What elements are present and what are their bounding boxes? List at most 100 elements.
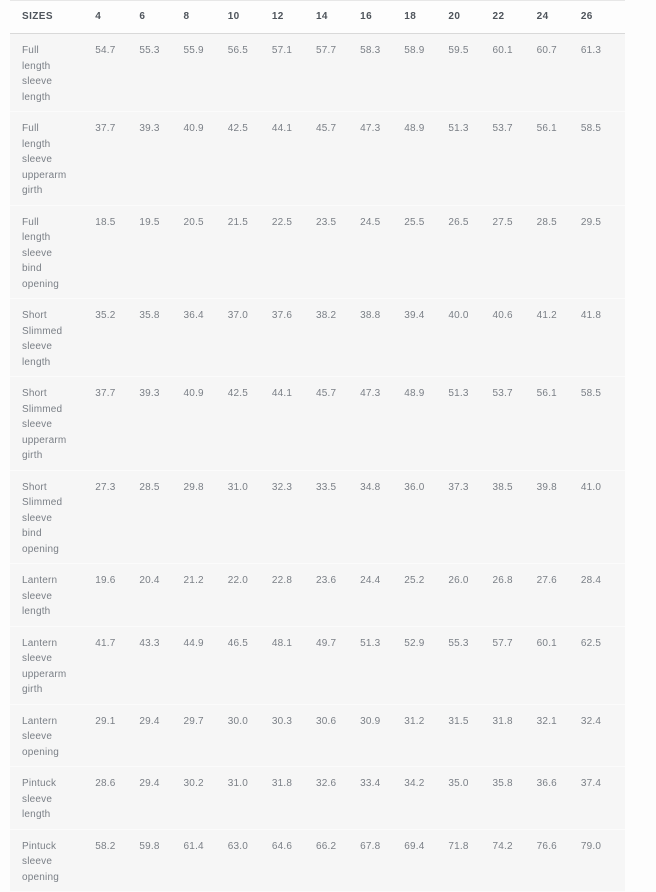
measurement-cell: 58.3	[360, 33, 405, 112]
table-row: Lantern sleeve length 19.6 20.4 21.2 22.0 22.…	[10, 563, 625, 627]
size-column-header: 18	[404, 0, 449, 34]
measurement-cell: 39.8	[536, 470, 581, 564]
row-label: Full length sleeve upperarm girth	[10, 111, 96, 206]
measurement-cell: 39.4	[404, 298, 449, 377]
measurement-cell: 19.6	[95, 563, 140, 627]
measurement-cell: 30.6	[315, 704, 361, 767]
measurement-cell: 26.5	[448, 205, 493, 299]
measurement-cell: 42.5	[227, 376, 272, 471]
measurement-cell: 22.5	[271, 205, 316, 299]
measurement-cell: 36.4	[183, 298, 228, 377]
measurement-cell: 19.5	[139, 205, 184, 299]
measurement-cell: 37.0	[227, 298, 272, 377]
measurement-cell: 40.9	[183, 111, 228, 206]
table-header: SIZES 4 6 8 10 12 14 16 18 20 22 24 26	[10, 0, 625, 34]
measurement-cell: 32.4	[580, 704, 625, 767]
measurement-cell: 51.3	[360, 626, 405, 705]
measurement-cell: 28.5	[536, 205, 581, 299]
measurement-cell: 33.5	[315, 470, 361, 564]
measurement-cell: 52.9	[404, 626, 449, 705]
measurement-cell: 35.2	[95, 298, 140, 377]
table-row: Full length sleeve bind opening 18.5 19.5 2…	[10, 205, 625, 299]
measurement-cell: 45.7	[315, 111, 361, 206]
measurement-cell: 27.3	[95, 470, 140, 564]
measurement-cell: 34.2	[404, 766, 449, 830]
measurement-cell: 45.7	[315, 376, 361, 471]
measurement-cell: 63.0	[227, 829, 272, 892]
size-column-header: 12	[271, 0, 316, 34]
measurement-cell: 35.0	[448, 766, 493, 830]
measurement-cell: 37.7	[95, 111, 140, 206]
measurement-cell: 23.6	[315, 563, 361, 627]
measurement-cell: 31.8	[492, 704, 537, 767]
measurement-cell: 46.5	[227, 626, 272, 705]
size-column-header: 10	[227, 0, 272, 34]
measurement-cell: 36.0	[404, 470, 449, 564]
measurement-cell: 41.0	[580, 470, 625, 564]
measurement-cell: 30.2	[183, 766, 228, 830]
measurement-cell: 40.6	[492, 298, 537, 377]
measurement-cell: 61.3	[580, 33, 625, 112]
measurement-cell: 32.6	[315, 766, 361, 830]
row-label: Lantern sleeve opening	[10, 704, 96, 767]
measurement-cell: 36.6	[536, 766, 581, 830]
size-column-header: 6	[139, 0, 184, 34]
measurement-cell: 18.5	[95, 205, 140, 299]
measurement-cell: 55.3	[139, 33, 184, 112]
measurement-cell: 24.4	[360, 563, 405, 627]
measurement-cell: 60.1	[536, 626, 581, 705]
measurement-cell: 44.9	[183, 626, 228, 705]
row-label: Full length sleeve bind opening	[10, 205, 96, 299]
measurement-cell: 43.3	[139, 626, 184, 705]
table-row: Full length sleeve length 54.7 55.3 55.9 56.…	[10, 33, 625, 112]
measurement-cell: 37.7	[95, 376, 140, 471]
measurement-cell: 61.4	[183, 829, 228, 892]
measurement-cell: 44.1	[271, 111, 316, 206]
measurement-cell: 30.3	[271, 704, 316, 767]
measurement-cell: 40.0	[448, 298, 493, 377]
measurement-cell: 41.8	[580, 298, 625, 377]
measurement-cell: 59.8	[139, 829, 184, 892]
table-row: Pintuck sleeve length 28.6 29.4 30.2 31.0 31.…	[10, 766, 625, 830]
size-column-header: 8	[183, 0, 228, 34]
measurement-cell: 48.9	[404, 111, 449, 206]
measurement-cell: 55.3	[448, 626, 493, 705]
measurement-cell: 47.3	[360, 111, 405, 206]
measurement-cell: 44.1	[271, 376, 316, 471]
measurement-cell: 49.7	[315, 626, 361, 705]
measurement-cell: 79.0	[580, 829, 625, 892]
measurement-cell: 58.2	[95, 829, 140, 892]
row-label: Short Slimmed sleeve length	[10, 298, 96, 377]
measurement-cell: 38.2	[315, 298, 361, 377]
measurement-cell: 74.2	[492, 829, 537, 892]
measurement-cell: 57.7	[492, 626, 537, 705]
table-row: Short Slimmed sleeve upperarm girth 37.7 3…	[10, 376, 625, 471]
measurement-cell: 58.5	[580, 376, 625, 471]
measurement-cell: 26.8	[492, 563, 537, 627]
measurement-cell: 31.0	[227, 470, 272, 564]
measurement-cell: 22.8	[271, 563, 316, 627]
table-row: Pintuck sleeve opening 58.2 59.8 61.4 63.0 64…	[10, 829, 625, 892]
measurement-cell: 29.7	[183, 704, 228, 767]
measurement-cell: 31.8	[271, 766, 316, 830]
measurement-cell: 48.1	[271, 626, 316, 705]
measurement-cell: 67.8	[360, 829, 405, 892]
measurement-cell: 30.0	[227, 704, 272, 767]
size-column-header: 4	[95, 0, 140, 34]
measurement-cell: 20.5	[183, 205, 228, 299]
measurement-cell: 31.0	[227, 766, 272, 830]
measurement-cell: 56.5	[227, 33, 272, 112]
measurement-cell: 56.1	[536, 111, 581, 206]
size-column-header: 16	[360, 0, 405, 34]
measurement-cell: 66.2	[315, 829, 361, 892]
measurement-cell: 64.6	[271, 829, 316, 892]
measurement-cell: 31.5	[448, 704, 493, 767]
measurement-cell: 24.5	[360, 205, 405, 299]
row-label: Pintuck sleeve opening	[10, 829, 96, 892]
measurement-cell: 53.7	[492, 111, 537, 206]
measurement-cell: 35.8	[492, 766, 537, 830]
sizes-header-label: SIZES	[10, 0, 96, 34]
measurement-cell: 37.3	[448, 470, 493, 564]
size-column-header: 14	[315, 0, 361, 34]
measurement-cell: 57.1	[271, 33, 316, 112]
